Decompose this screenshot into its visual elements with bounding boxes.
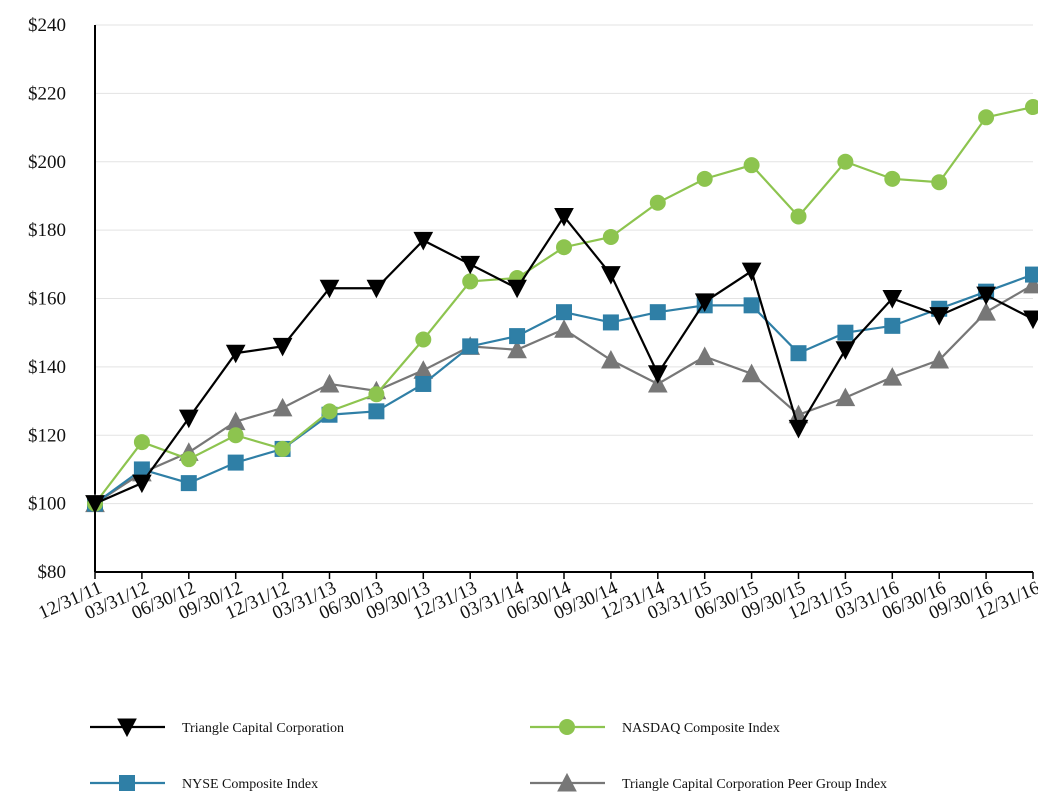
data-point xyxy=(415,331,432,348)
data-point xyxy=(272,397,293,417)
data-point xyxy=(507,279,527,299)
legend: Triangle Capital Corporation NASDAQ Compo… xyxy=(90,718,887,792)
data-point xyxy=(884,170,901,187)
data-point xyxy=(647,365,668,384)
data-point xyxy=(694,346,715,366)
data-point xyxy=(462,338,479,355)
y-tick-label: $180 xyxy=(28,220,66,241)
legend-item-nyse-composite-index: NYSE Composite Index xyxy=(90,775,318,792)
data-point xyxy=(85,495,105,514)
legend-label: NYSE Composite Index xyxy=(182,777,318,792)
data-point xyxy=(929,349,950,369)
data-point xyxy=(554,319,574,338)
y-tick-label: $160 xyxy=(28,289,66,310)
data-point xyxy=(743,297,760,314)
data-point xyxy=(178,409,199,429)
data-point xyxy=(507,339,527,359)
y-tick-label: $100 xyxy=(28,494,66,515)
data-point xyxy=(835,387,856,407)
data-point xyxy=(790,208,807,225)
data-point xyxy=(509,328,526,345)
data-point xyxy=(837,153,854,170)
legend-label: NASDAQ Composite Index xyxy=(622,721,780,736)
data-point xyxy=(649,304,666,321)
y-tick-label: $140 xyxy=(28,357,66,378)
data-point xyxy=(133,434,150,451)
data-point xyxy=(882,367,903,386)
legend-marker xyxy=(117,718,137,738)
data-point xyxy=(132,474,152,494)
data-point xyxy=(1025,266,1038,283)
data-point xyxy=(790,345,807,362)
data-point xyxy=(225,411,246,431)
data-point xyxy=(554,207,574,227)
data-point xyxy=(225,344,246,364)
series-nyse-composite-index xyxy=(87,266,1038,512)
data-point xyxy=(694,293,715,312)
y-tick-label: $220 xyxy=(28,83,66,104)
data-point xyxy=(929,307,950,326)
data-point xyxy=(227,454,244,471)
data-point xyxy=(601,349,621,369)
data-point xyxy=(368,403,385,420)
y-tick-label: $200 xyxy=(28,152,66,173)
data-point xyxy=(602,314,619,331)
data-point xyxy=(462,273,479,290)
data-point xyxy=(368,386,385,403)
data-point xyxy=(1025,99,1038,116)
data-point xyxy=(978,109,995,126)
y-tick-label: $80 xyxy=(38,562,67,583)
data-point xyxy=(696,170,713,187)
legend-item-triangle-capital-corporation: Triangle Capital Corporation xyxy=(90,718,344,738)
data-point xyxy=(556,239,572,256)
data-point xyxy=(1023,310,1038,330)
legend-item-nasdaq-composite-index: NASDAQ Composite Index xyxy=(530,719,780,736)
data-point xyxy=(601,266,621,285)
data-point xyxy=(460,255,481,275)
series xyxy=(85,99,1038,514)
data-point xyxy=(835,341,856,360)
legend-marker xyxy=(119,775,135,791)
data-point xyxy=(319,373,340,393)
data-point xyxy=(319,279,340,299)
data-point xyxy=(180,475,197,492)
legend-label: Triangle Capital Corporation Peer Group … xyxy=(622,777,887,792)
data-point xyxy=(413,360,434,379)
data-point xyxy=(931,174,948,191)
data-point xyxy=(366,279,387,299)
data-point xyxy=(741,363,762,383)
legend-item-triangle-capital-corporation-peer-group-index: Triangle Capital Corporation Peer Group … xyxy=(530,772,887,792)
data-point xyxy=(415,375,432,392)
data-point xyxy=(227,427,244,444)
data-point xyxy=(602,228,619,245)
data-point xyxy=(649,194,666,211)
data-point xyxy=(976,302,996,321)
series-nasdaq-composite-index xyxy=(87,99,1038,512)
legend-marker xyxy=(559,719,575,735)
data-point xyxy=(976,286,996,306)
y-tick-label: $120 xyxy=(28,425,66,446)
data-point xyxy=(413,231,434,251)
series-triangle-capital-corporation xyxy=(85,207,1038,514)
y-tick-label: $240 xyxy=(28,15,66,36)
data-point xyxy=(180,451,197,468)
data-point xyxy=(882,290,903,309)
data-point xyxy=(884,317,901,334)
legend-marker xyxy=(557,772,577,792)
data-point xyxy=(788,419,809,439)
data-point xyxy=(321,403,338,420)
legend-label: Triangle Capital Corporation xyxy=(182,721,344,736)
data-point xyxy=(837,324,854,341)
data-point xyxy=(741,262,762,282)
data-point xyxy=(274,440,291,457)
data-point xyxy=(556,304,572,321)
grid xyxy=(95,24,1033,505)
data-point xyxy=(743,157,760,174)
data-point xyxy=(272,337,293,357)
